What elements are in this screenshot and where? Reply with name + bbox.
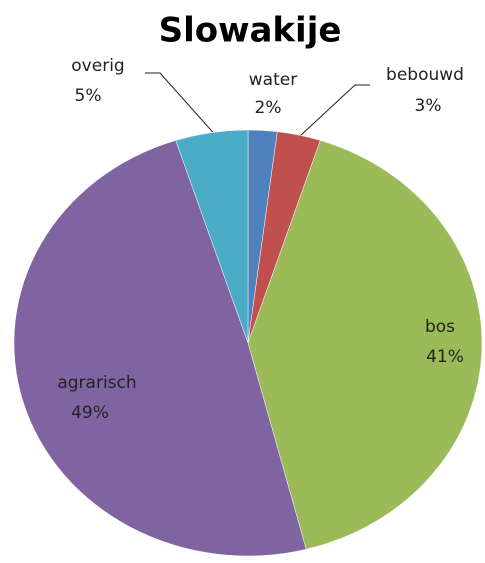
leader-line (299, 84, 370, 137)
slice-label: bos (425, 317, 455, 337)
pie-slice (13, 140, 307, 557)
chart-title: Slowakije (159, 11, 342, 51)
pie-slice (247, 140, 483, 550)
slice-label: water (249, 70, 297, 90)
slice-value-label: 3% (415, 96, 442, 116)
slice-value-label: 5% (75, 86, 102, 106)
slice-label: bebouwd (386, 65, 464, 85)
leader-line (145, 72, 219, 139)
slice-value-label: 2% (255, 98, 282, 118)
slice-value-label: 49% (71, 403, 109, 423)
slice-label: overig (71, 56, 124, 76)
pie-slice (175, 129, 249, 344)
slice-value-label: 41% (426, 347, 464, 367)
slice-label: agrarisch (57, 373, 136, 393)
